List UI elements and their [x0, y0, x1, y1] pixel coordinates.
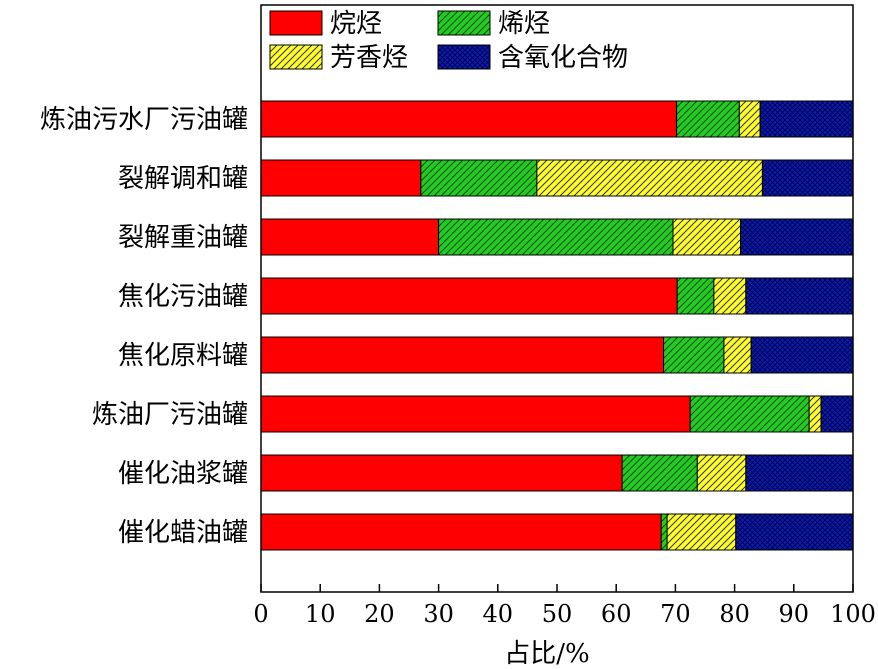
legend-label-4: 含氧化合物 [498, 43, 628, 73]
bar-segment-2-3 [536, 159, 763, 197]
legend-swatch-1 [269, 10, 323, 36]
bar-segment-5-4 [750, 336, 854, 374]
bar-segment-5-3 [723, 336, 752, 374]
x-tick-label: 20 [364, 600, 395, 628]
x-tick-label: 40 [483, 600, 514, 628]
x-tick-label: 70 [660, 600, 691, 628]
bar-segment-5-2 [663, 336, 725, 374]
bar-segment-4-2 [676, 277, 715, 315]
bar-area [260, 100, 854, 551]
bar-segment-8-2 [660, 513, 668, 551]
bar-segment-1-3 [738, 100, 761, 138]
category-label: 炼油厂污油罐 [92, 400, 248, 430]
x-tick-label: 60 [601, 600, 632, 628]
category-label: 催化油浆罐 [118, 459, 248, 489]
bar-segment-4-3 [713, 277, 747, 315]
bar-segment-6-4 [820, 395, 854, 433]
bar-segment-1-4 [759, 100, 854, 138]
x-tick-label: 90 [779, 600, 810, 628]
bar-segment-8-4 [735, 513, 854, 551]
bar-segment-8-3 [666, 513, 737, 551]
legend-label-3: 芳香烃 [330, 43, 408, 73]
bar-segment-7-3 [696, 454, 747, 492]
bar-segment-6-1 [260, 395, 691, 433]
bar-segment-5-1 [260, 336, 665, 374]
bar-segment-8-1 [260, 513, 662, 551]
bar-segment-1-1 [260, 100, 678, 138]
legend-label-2: 烯烃 [498, 9, 550, 39]
bar-segment-4-1 [260, 277, 678, 315]
x-tick-label: 100 [830, 600, 876, 628]
bar-segment-1-2 [676, 100, 740, 138]
legend-swatch-4 [437, 44, 491, 70]
bar-segment-3-3 [672, 218, 742, 256]
bar-segment-2-1 [260, 159, 422, 197]
bar-segment-3-1 [260, 218, 440, 256]
bar-segment-7-1 [260, 454, 623, 492]
plot-frame [260, 4, 854, 593]
x-tick-label: 80 [719, 600, 750, 628]
bar-segment-6-2 [689, 395, 810, 433]
x-axis: 0 10 20 30 40 50 60 70 80 90 100 [253, 584, 876, 628]
category-label: 炼油污水厂污油罐 [40, 105, 248, 135]
x-tick-label: 50 [542, 600, 573, 628]
bar-segment-2-2 [420, 159, 538, 197]
y-axis-labels: 炼油污水厂污油罐裂解调和罐裂解重油罐焦化污油罐焦化原料罐炼油厂污油罐催化油浆罐催… [40, 105, 248, 548]
legend-swatch-3 [269, 44, 323, 70]
bar-segment-3-2 [438, 218, 674, 256]
category-label: 催化蜡油罐 [118, 518, 248, 548]
legend-swatch-2 [437, 10, 491, 36]
bar-segment-7-2 [621, 454, 698, 492]
category-label: 裂解调和罐 [118, 164, 248, 194]
bar-segment-6-3 [808, 395, 822, 433]
legend-label-1: 烷烃 [330, 9, 382, 39]
category-label: 焦化污油罐 [118, 282, 248, 312]
category-label: 焦化原料罐 [118, 341, 248, 371]
x-tick-label: 10 [305, 600, 336, 628]
category-label: 裂解重油罐 [118, 223, 248, 253]
x-axis-title: 占比/% [504, 639, 589, 669]
x-tick-label: 30 [423, 600, 454, 628]
bar-segment-7-4 [745, 454, 854, 492]
bar-segment-3-4 [740, 218, 854, 256]
bar-segment-2-4 [761, 159, 854, 197]
x-tick-label: 0 [253, 600, 268, 628]
bar-segment-4-4 [745, 277, 854, 315]
